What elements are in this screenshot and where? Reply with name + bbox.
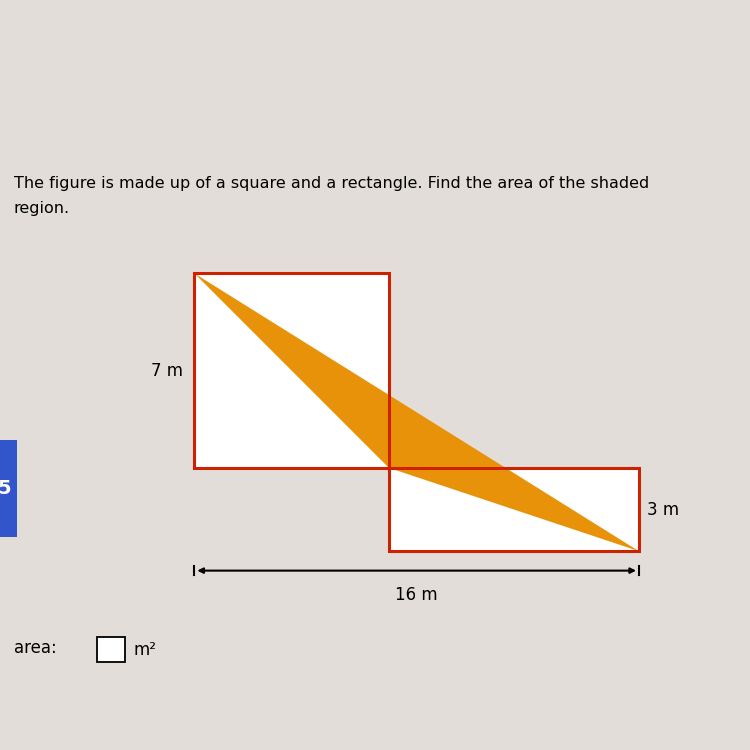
Text: 7 m: 7 m (152, 362, 183, 380)
Text: 16 m: 16 m (395, 586, 438, 604)
Text: 3 m: 3 m (647, 500, 680, 518)
Bar (389, 468, 639, 551)
Text: m²: m² (134, 640, 156, 658)
Bar (98, 638, 125, 662)
Bar (194, 274, 389, 468)
Text: region.: region. (14, 201, 70, 216)
Polygon shape (194, 274, 639, 551)
Text: 5: 5 (0, 479, 11, 498)
Bar (389, 468, 639, 551)
Text: The figure is made up of a square and a rectangle. Find the area of the shaded: The figure is made up of a square and a … (14, 176, 650, 191)
Text: area:: area: (14, 640, 57, 658)
Bar (0, 440, 16, 537)
Bar (194, 274, 389, 468)
